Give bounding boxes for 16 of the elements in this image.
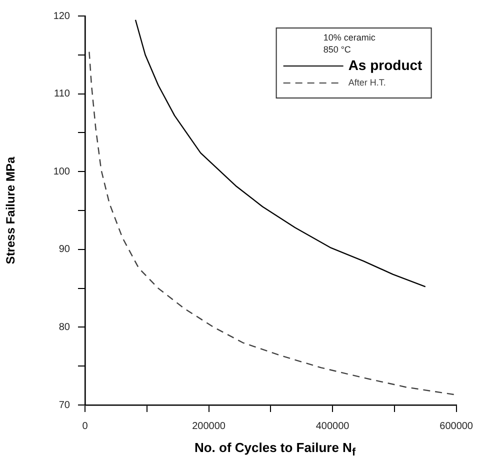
legend-label: As product [348,56,423,73]
y-tick-label: 100 [53,166,70,178]
x-axis-title: No. of Cycles to Failure N$_{f}$ [193,440,357,459]
y-tick-label: 110 [54,88,70,100]
legend-title: 10% ceramic 850 °C [323,32,376,54]
line-series [88,51,456,396]
text: After H.T. [348,77,386,88]
x-tick-label: 200000 [192,420,226,432]
y-tick-label: 80 [58,322,70,333]
y-axis-title: Stress Failure MPa [4,156,18,264]
y-tick-label: 120 [53,10,70,22]
y-tick-label: 90 [58,244,70,256]
x-tick-label: 600000 [440,420,474,432]
x-tick-label: 400000 [316,420,350,432]
x-tick-label: 0 [82,420,88,432]
y-tick-label: 70 [58,400,70,411]
